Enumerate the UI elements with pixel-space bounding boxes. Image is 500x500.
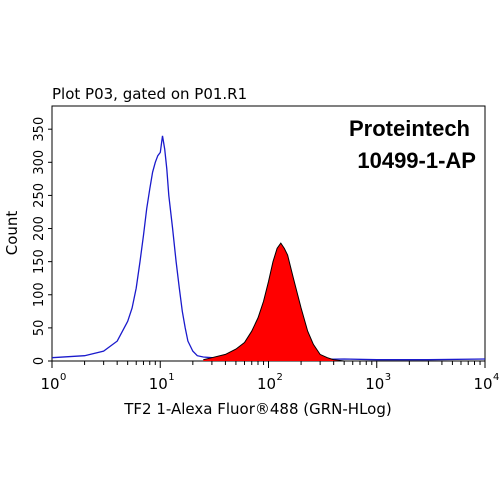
x-tick-label-4: 10: [473, 375, 492, 393]
y-tick-label-2: 100: [32, 282, 47, 307]
x-tick-exp-3: 3: [385, 372, 391, 383]
x-tick-label-0: 10: [40, 375, 59, 393]
brand-label: Proteintech: [349, 116, 470, 141]
catalog-label: 10499-1-AP: [357, 148, 476, 173]
x-tick-label-2: 10: [257, 375, 276, 393]
y-axis-label: Count: [3, 211, 21, 256]
x-tick-exp-0: 0: [60, 372, 66, 383]
chart-title: Plot P03, gated on P01.R1: [52, 85, 247, 103]
y-tick-label-1: 50: [32, 320, 47, 337]
y-tick-label-6: 300: [32, 150, 47, 175]
x-tick-exp-2: 2: [277, 372, 283, 383]
series-1-outline: [203, 242, 345, 362]
series-layer: [51, 135, 486, 362]
y-tick-label-5: 250: [32, 183, 47, 208]
y-tick-label-7: 350: [32, 117, 47, 142]
y-tick-label-0: 0: [32, 357, 47, 365]
y-tick-label-3: 150: [32, 249, 47, 274]
x-tick-exp-4: 4: [493, 372, 499, 383]
y-tick-label-4: 200: [32, 216, 47, 241]
x-tick-label-1: 10: [149, 375, 168, 393]
series-1-area: [203, 243, 345, 361]
x-tick-label-3: 10: [365, 375, 384, 393]
x-tick-exp-1: 1: [168, 372, 174, 383]
x-axis-label: TF2 1-Alexa Fluor®488 (GRN-HLog): [123, 400, 391, 418]
